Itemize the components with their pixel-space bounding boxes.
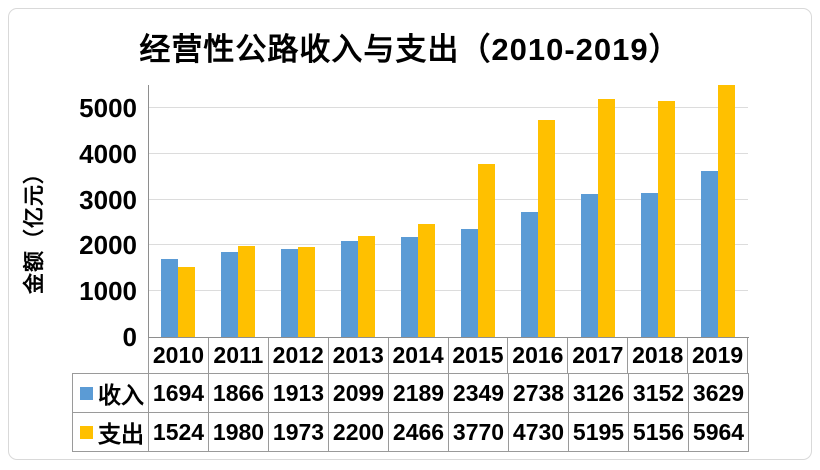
y-tick-label: 3000 bbox=[79, 184, 137, 215]
y-tick-label: 1000 bbox=[79, 276, 137, 307]
x-axis-line bbox=[148, 337, 749, 338]
year-cell: 2019 bbox=[687, 338, 749, 373]
x-axis-labels: 2010 2011 2012 2013 2014 2015 2016 2017 2018 2019 bbox=[148, 338, 749, 373]
value-cell: 1913 bbox=[268, 374, 328, 412]
value-cell: 3126 bbox=[568, 374, 628, 412]
value-cell: 1694 bbox=[148, 374, 208, 412]
bar-income bbox=[701, 170, 718, 337]
year-cell: 2015 bbox=[447, 338, 508, 373]
series-label-cell: 支出 bbox=[73, 413, 148, 451]
y-tick-label: 0 bbox=[122, 322, 137, 352]
value-cell: 5195 bbox=[568, 413, 628, 451]
series-label: 收入 bbox=[98, 382, 144, 408]
bar-income bbox=[401, 236, 418, 337]
bar-income bbox=[221, 251, 238, 337]
value-cell: 1980 bbox=[208, 413, 268, 451]
bar-income bbox=[581, 193, 598, 337]
series-label: 支出 bbox=[98, 421, 144, 447]
bar-expense bbox=[418, 224, 435, 337]
series-label-cell: 收入 bbox=[73, 374, 148, 412]
bar-income bbox=[341, 240, 358, 337]
bar-expense bbox=[298, 246, 315, 337]
value-cell: 1973 bbox=[268, 413, 328, 451]
table-row: 收入 1694 1866 1913 2099 2189 2349 2738 3126 3152 36… bbox=[73, 374, 748, 412]
year-cell: 2011 bbox=[207, 338, 268, 373]
value-cell: 4730 bbox=[508, 413, 568, 451]
value-cell: 2466 bbox=[388, 413, 448, 451]
legend-swatch-income bbox=[80, 386, 93, 400]
year-cell: 2016 bbox=[507, 338, 567, 373]
table-row: 支出 1524 1980 1973 2200 2466 3770 4730 5195 5156 59… bbox=[73, 412, 748, 451]
bar-expense bbox=[658, 100, 675, 337]
bar-income bbox=[461, 229, 478, 337]
value-cell: 3152 bbox=[628, 374, 688, 412]
year-cell: 2014 bbox=[387, 338, 448, 373]
y-tick-label: 2000 bbox=[79, 230, 137, 261]
bar-expense bbox=[538, 120, 555, 337]
chart-title: 经营性公路收入与支出（2010-2019） bbox=[139, 32, 681, 67]
year-cell: 2013 bbox=[327, 338, 388, 373]
bar-expense bbox=[358, 236, 375, 337]
gridline bbox=[148, 244, 748, 246]
value-cell: 2099 bbox=[328, 374, 388, 412]
bar-income bbox=[281, 249, 298, 337]
bar-expense bbox=[598, 98, 615, 337]
value-cell: 1866 bbox=[208, 374, 268, 412]
value-cell: 3770 bbox=[448, 413, 508, 451]
value-cell: 2738 bbox=[508, 374, 568, 412]
bar-expense bbox=[238, 246, 255, 337]
value-cell: 3629 bbox=[688, 374, 748, 412]
bar-expense bbox=[478, 164, 495, 337]
bar-income bbox=[161, 259, 178, 337]
year-cell: 2010 bbox=[148, 338, 208, 373]
gridline bbox=[148, 106, 748, 108]
data-table: 收入 1694 1866 1913 2099 2189 2349 2738 3126 3152 36… bbox=[72, 373, 749, 452]
plot-area bbox=[148, 85, 748, 337]
year-cell: 2017 bbox=[567, 338, 627, 373]
legend-swatch-expense bbox=[80, 425, 93, 439]
gridline bbox=[148, 290, 748, 292]
year-cell: 2012 bbox=[267, 338, 328, 373]
value-cell: 5156 bbox=[628, 413, 688, 451]
y-axis-line bbox=[148, 85, 149, 337]
bar-income bbox=[521, 211, 538, 337]
year-cell: 2018 bbox=[627, 338, 687, 373]
value-cell: 2189 bbox=[388, 374, 448, 412]
bar-expense bbox=[718, 85, 735, 337]
value-cell: 2349 bbox=[448, 374, 508, 412]
bar-expense bbox=[178, 267, 195, 337]
gridline bbox=[148, 198, 748, 200]
y-tick-label: 5000 bbox=[79, 92, 137, 123]
gridline bbox=[148, 152, 748, 154]
value-cell: 1524 bbox=[148, 413, 208, 451]
bar-income bbox=[641, 192, 658, 337]
value-cell: 2200 bbox=[328, 413, 388, 451]
y-tick-label: 4000 bbox=[79, 138, 137, 169]
value-cell: 5964 bbox=[688, 413, 748, 451]
